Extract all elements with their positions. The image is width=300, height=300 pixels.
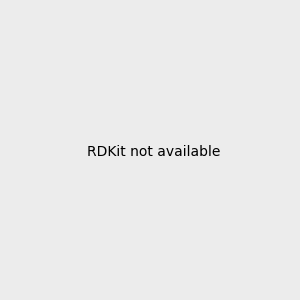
Text: RDKit not available: RDKit not available	[87, 145, 220, 158]
